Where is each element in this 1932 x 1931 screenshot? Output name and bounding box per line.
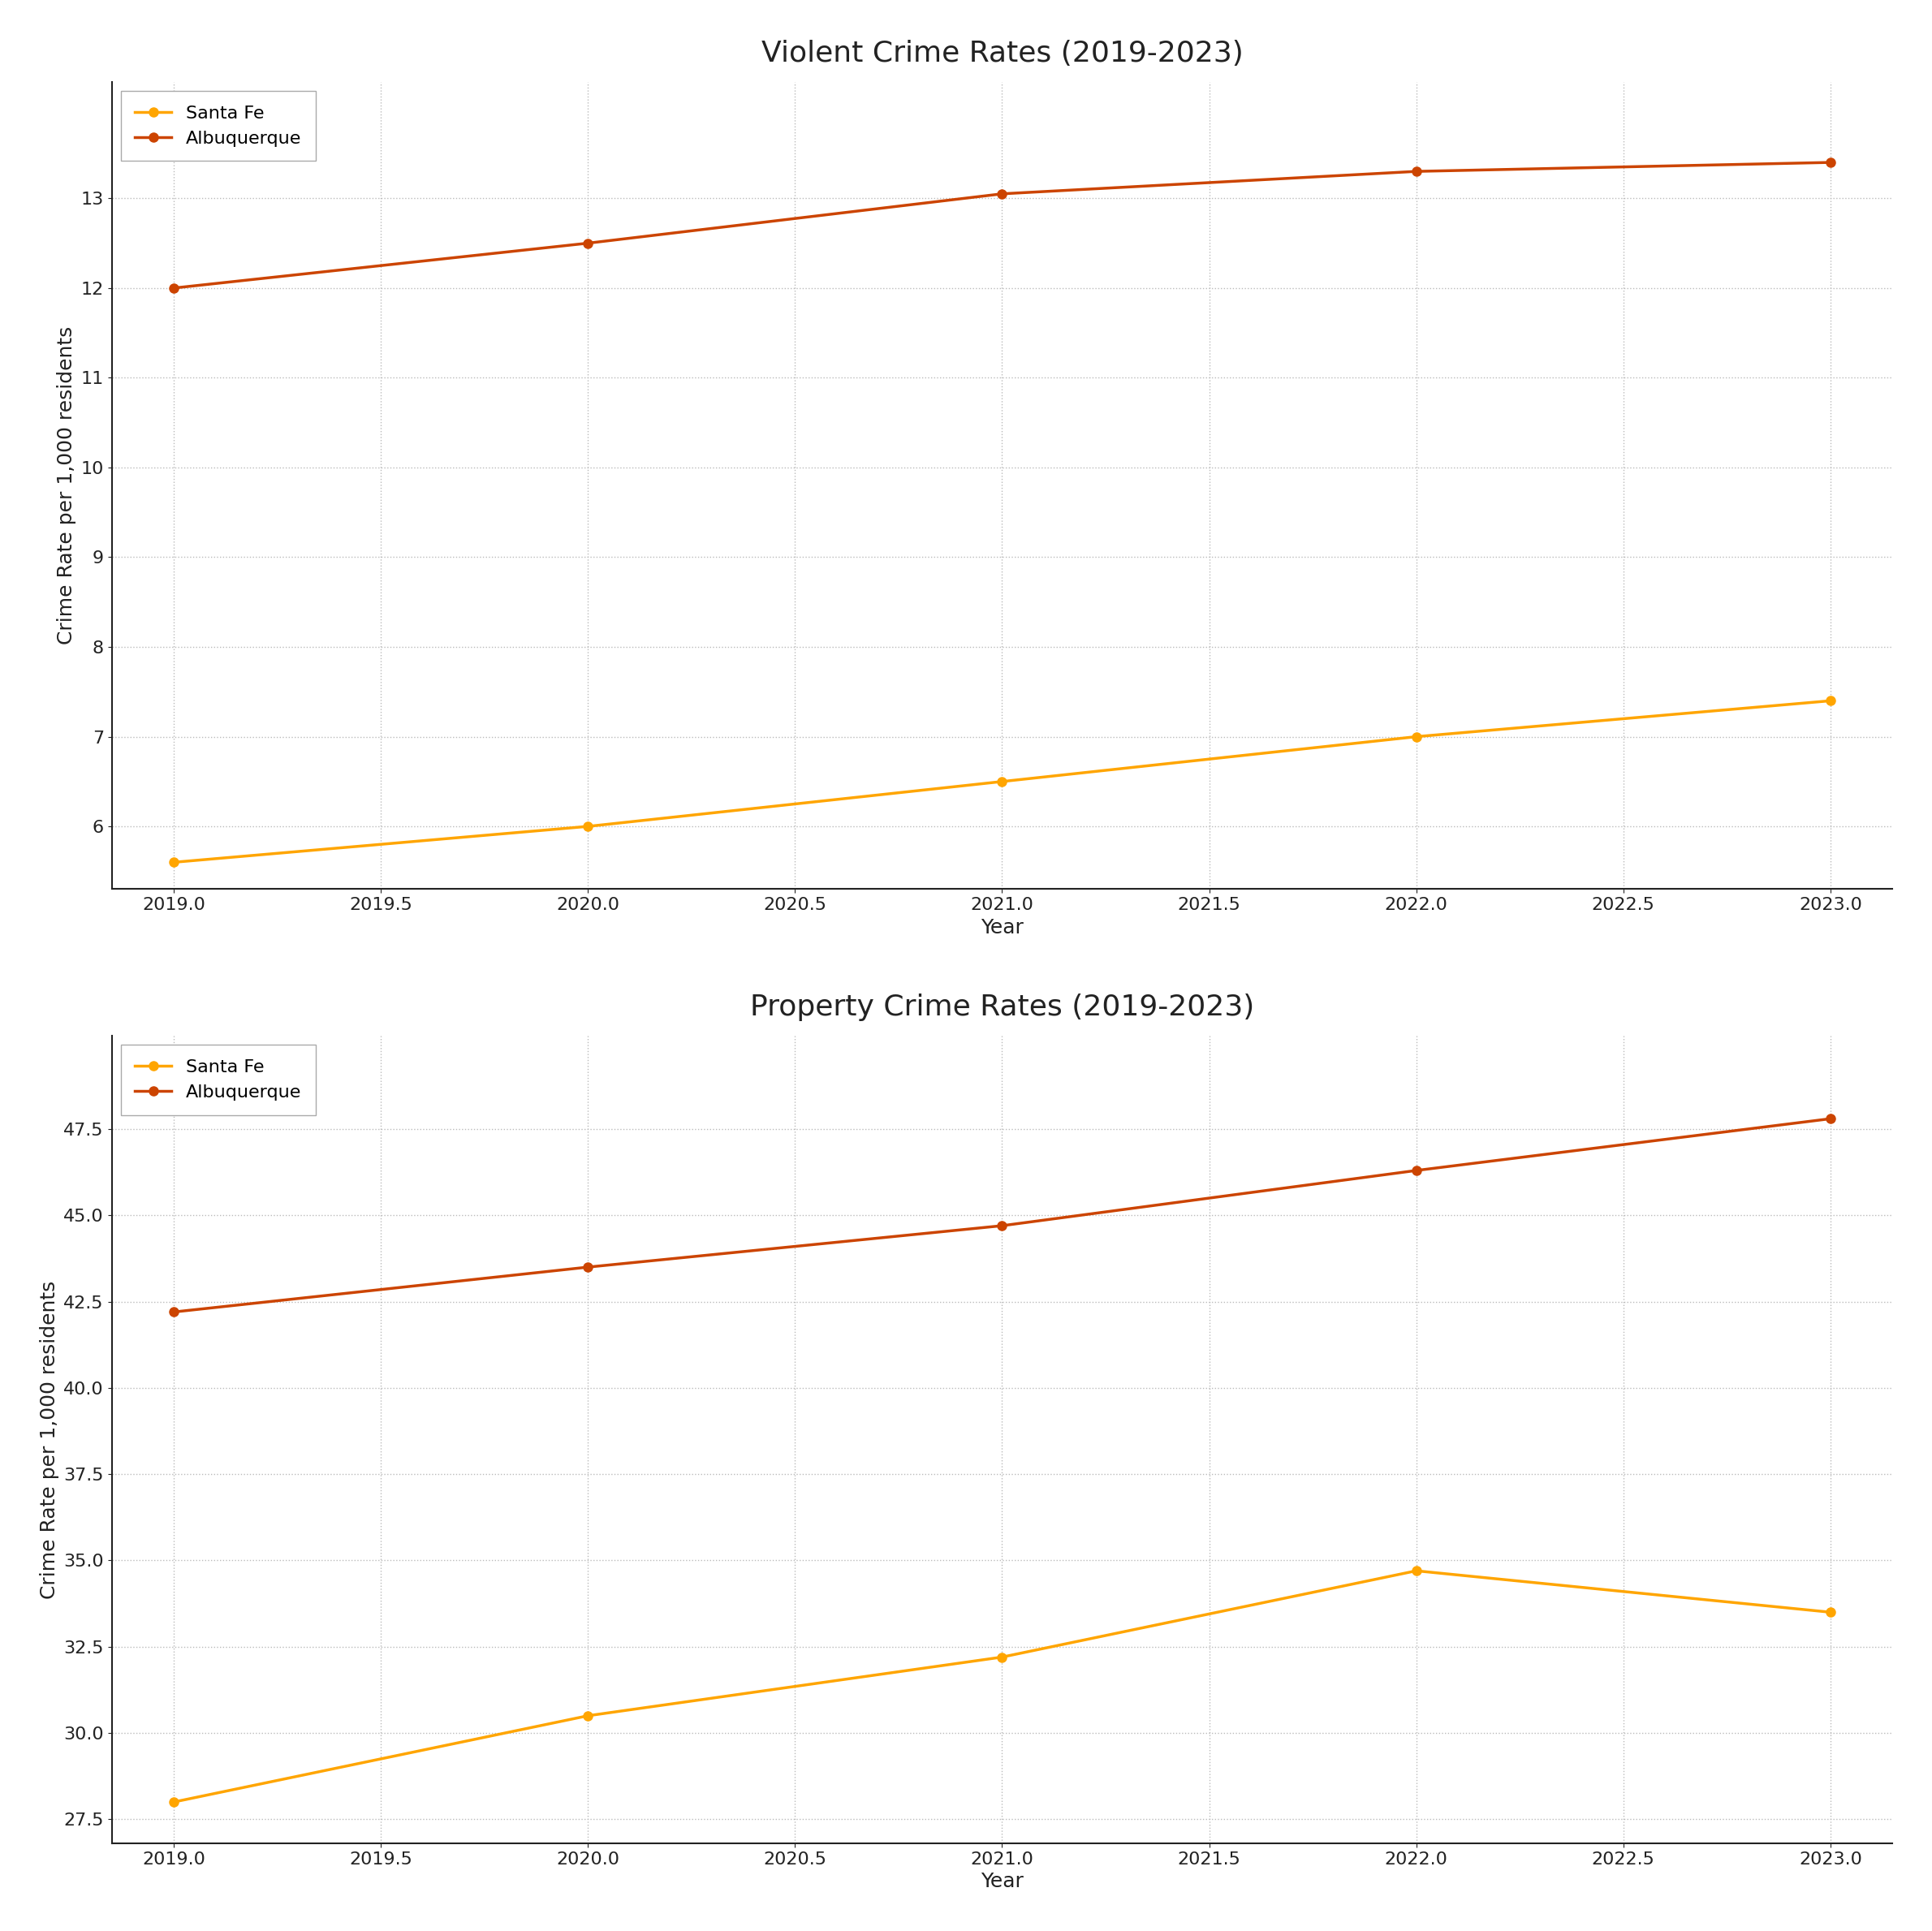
Santa Fe (1818, 689, 1841, 713)
Santa Fe (576, 815, 599, 838)
Santa Fe (576, 1705, 599, 1728)
Albuquerque (1818, 151, 1841, 174)
Albuquerque (1405, 1159, 1428, 1182)
X-axis label: Year: Year (981, 917, 1024, 937)
Title: Property Crime Rates (2019-2023): Property Crime Rates (2019-2023) (750, 994, 1254, 1021)
Santa Fe (991, 1645, 1014, 1668)
Legend: Santa Fe, Albuquerque: Santa Fe, Albuquerque (120, 1045, 315, 1116)
Albuquerque (991, 182, 1014, 205)
Title: Violent Crime Rates (2019-2023): Violent Crime Rates (2019-2023) (761, 39, 1242, 68)
X-axis label: Year: Year (981, 1871, 1024, 1892)
Line: Santa Fe: Santa Fe (168, 1566, 1835, 1807)
Legend: Santa Fe, Albuquerque: Santa Fe, Albuquerque (120, 91, 315, 160)
Line: Albuquerque: Albuquerque (168, 156, 1835, 294)
Albuquerque (576, 1255, 599, 1278)
Y-axis label: Crime Rate per 1,000 residents: Crime Rate per 1,000 residents (56, 326, 75, 645)
Albuquerque (991, 1215, 1014, 1238)
Santa Fe (162, 1790, 185, 1813)
Albuquerque (1818, 1106, 1841, 1130)
Santa Fe (991, 770, 1014, 794)
Santa Fe (1405, 724, 1428, 747)
Albuquerque (162, 276, 185, 299)
Albuquerque (162, 1300, 185, 1323)
Santa Fe (1818, 1601, 1841, 1624)
Albuquerque (576, 232, 599, 255)
Santa Fe (1405, 1558, 1428, 1581)
Line: Albuquerque: Albuquerque (168, 1114, 1835, 1317)
Y-axis label: Crime Rate per 1,000 residents: Crime Rate per 1,000 residents (39, 1280, 60, 1599)
Line: Santa Fe: Santa Fe (168, 695, 1835, 867)
Albuquerque (1405, 160, 1428, 183)
Santa Fe (162, 852, 185, 875)
